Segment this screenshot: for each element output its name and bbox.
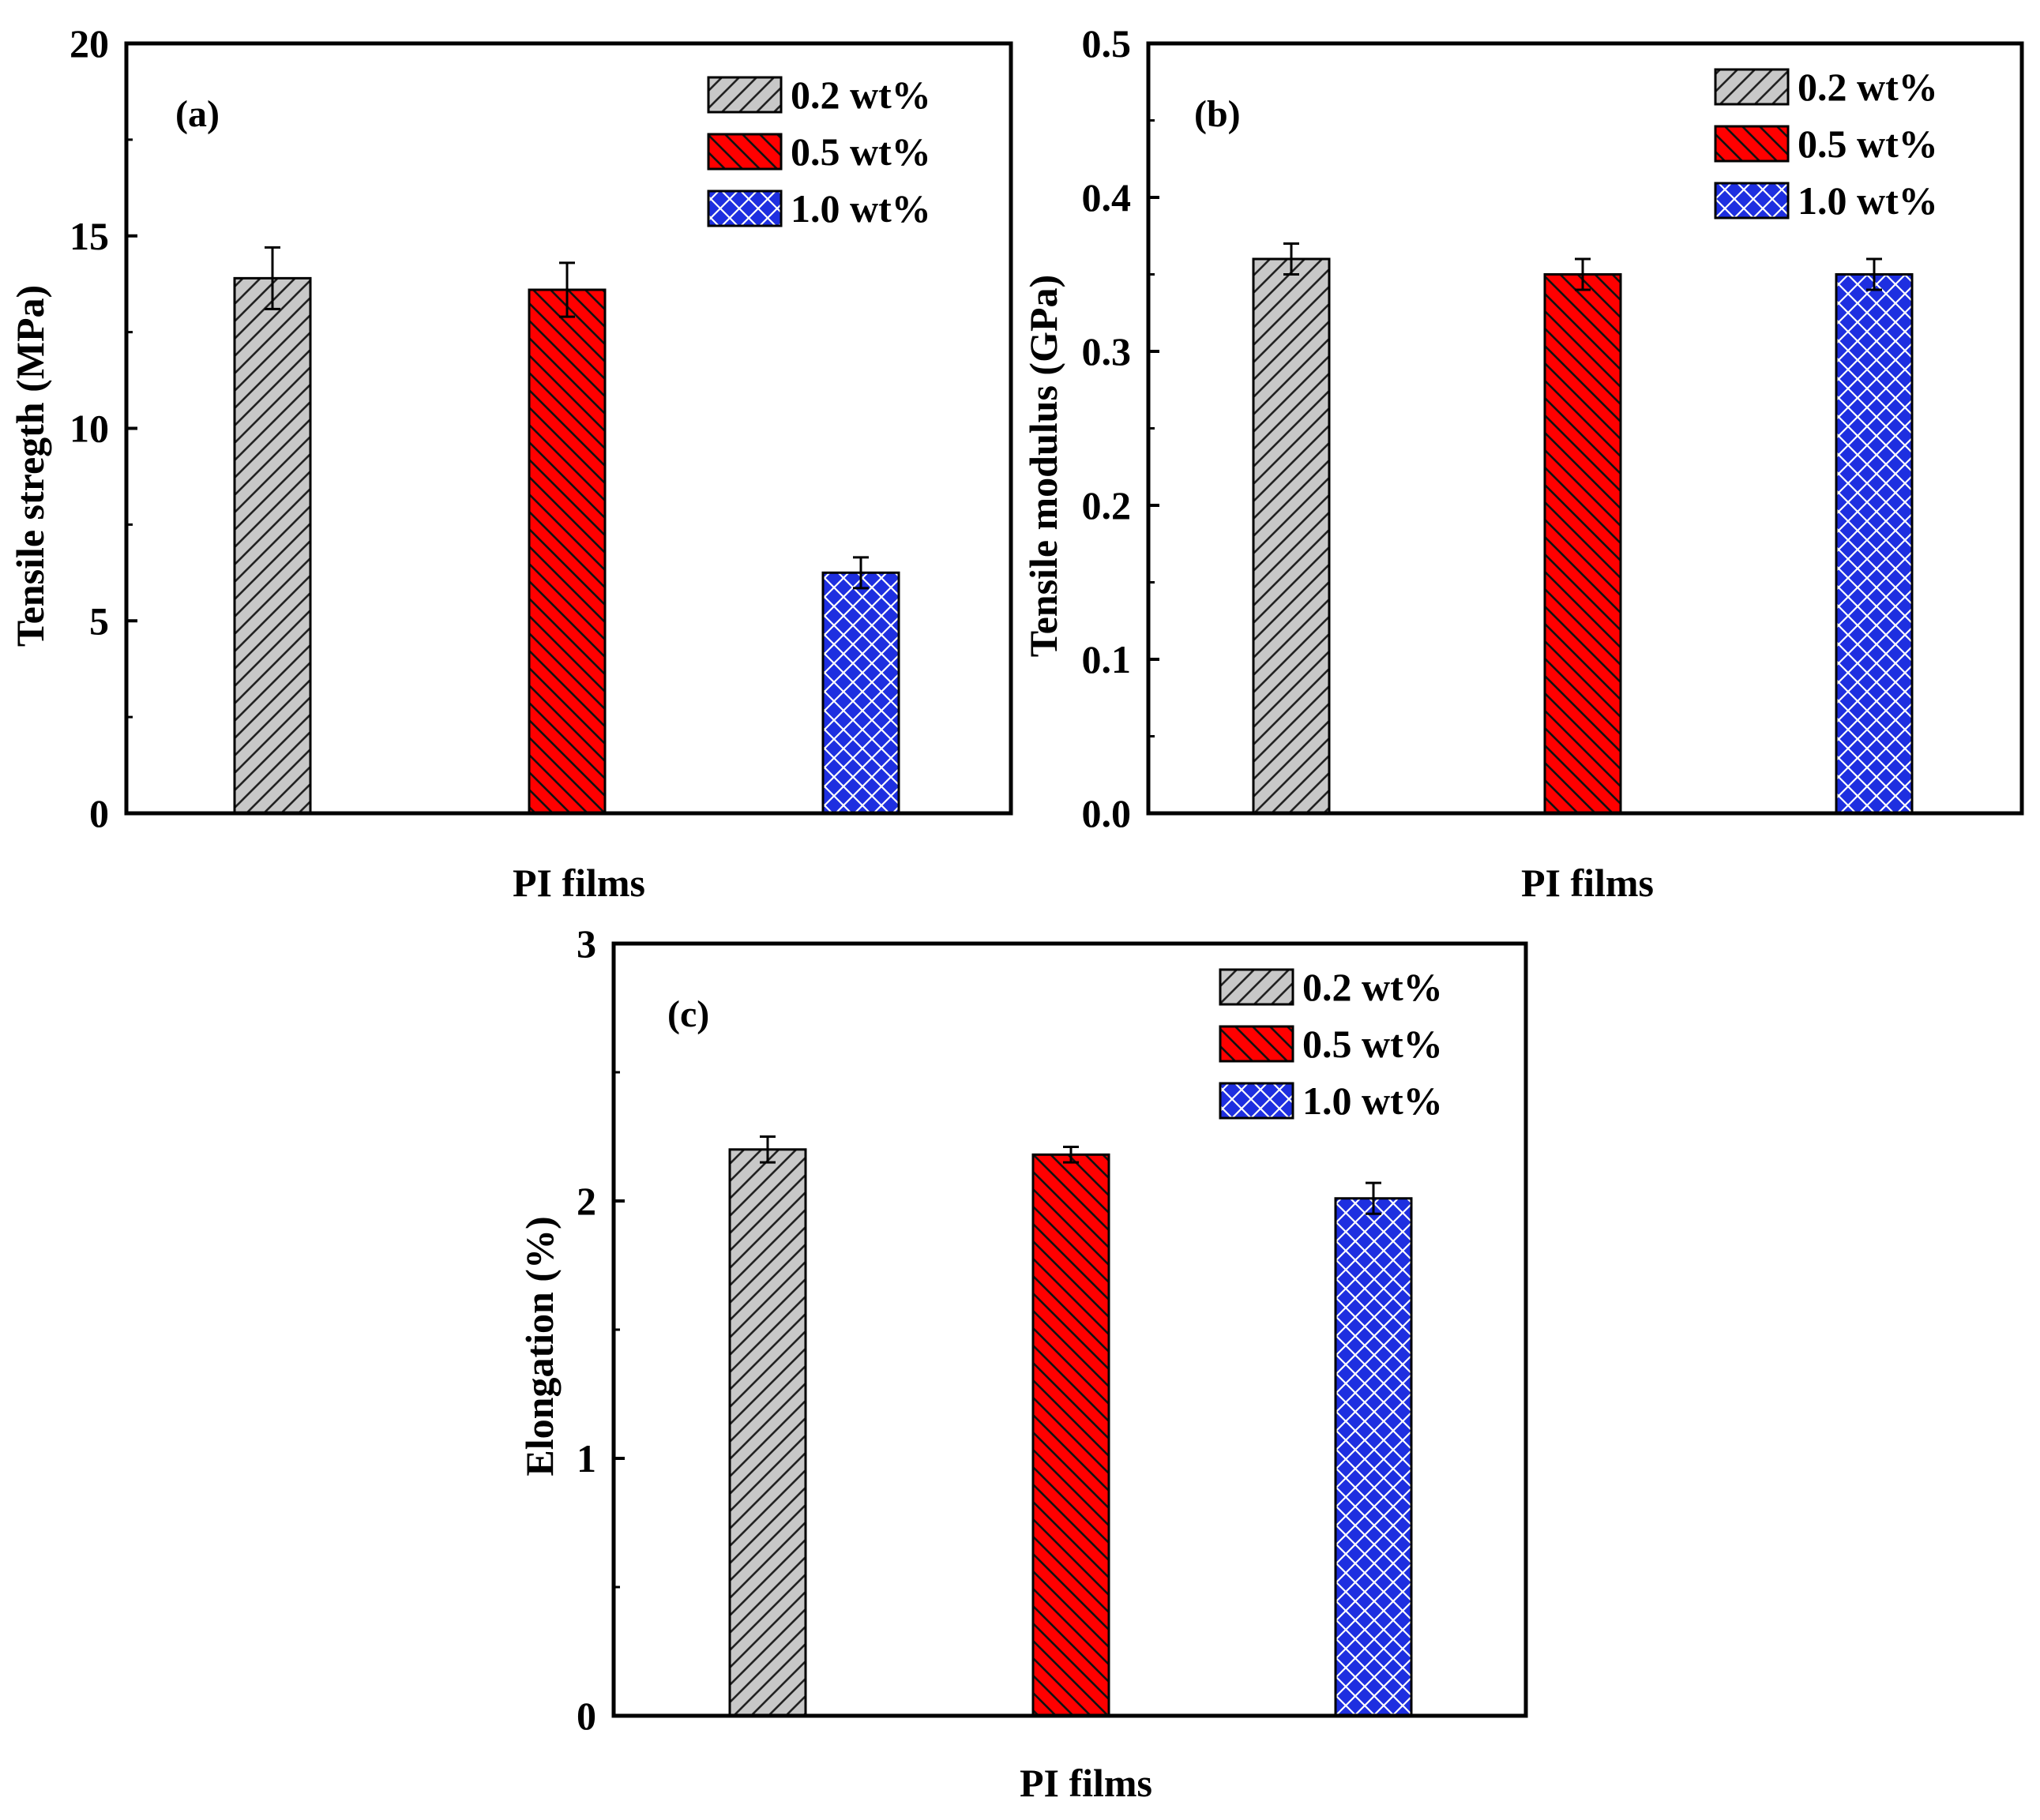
y-tick-label: 20 (70, 21, 109, 66)
y-tick-label: 0 (89, 791, 109, 835)
legend-swatch-0-2wt (1219, 968, 1294, 1006)
bar-0-5wt (528, 288, 607, 815)
panel-label: (c) (667, 993, 709, 1035)
x-axis-label: PI films (1020, 1761, 1152, 1805)
error-bar-1-0wt (1866, 257, 1882, 291)
legend: 0.2 wt% 0.5 wt% 1.0 wt% (1714, 65, 1938, 223)
y-tick-label: 0.5 (1082, 21, 1132, 66)
legend-label-1-0wt: 1.0 wt% (1798, 178, 1938, 223)
y-tick-label: 0.2 (1082, 483, 1132, 527)
legend-label-0-5wt: 0.5 wt% (1302, 1022, 1443, 1066)
y-axis-label: Tensile modulus (GPa) (1021, 275, 1065, 657)
bar-0-2wt (728, 1148, 807, 1717)
legend-label-0-2wt: 0.2 wt% (1798, 65, 1938, 109)
y-tick-label: 0.1 (1082, 637, 1132, 681)
y-tick-label: 0.3 (1082, 329, 1132, 373)
error-bar-0-5wt (1575, 257, 1591, 291)
bar-0-2wt (1252, 257, 1331, 815)
legend-label-1-0wt: 1.0 wt% (791, 186, 931, 231)
chart-panel-a: 0 5 10 15 20 (a) PI films Tensile stregth (MPa)… (8, 21, 1013, 905)
chart-panel-b: 0.0 0.1 0.2 0.3 0.4 0.5 (b) PI films Tensile mod… (1021, 21, 2024, 905)
y-tick-label: 0.0 (1082, 791, 1132, 835)
legend-swatch-0-2wt (707, 76, 783, 114)
legend-swatch-0-5wt (1219, 1025, 1294, 1063)
panel-label: (b) (1194, 93, 1241, 135)
legend-label-0-5wt: 0.5 wt% (791, 129, 931, 174)
error-bar-0-5wt (559, 261, 575, 318)
legend-swatch-1-0wt (1714, 182, 1790, 220)
legend-label-0-5wt: 0.5 wt% (1798, 122, 1938, 166)
y-tick-label: 0.4 (1082, 175, 1132, 220)
panel-label: (a) (175, 93, 220, 135)
x-axis-label: PI films (513, 861, 645, 905)
y-axis-label: Elongation (%) (517, 1216, 562, 1476)
bar-0-5wt (1543, 273, 1622, 815)
legend-swatch-0-5wt (707, 133, 783, 171)
error-bar-0-2wt (265, 246, 280, 310)
legend-swatch-0-5wt (1714, 125, 1790, 163)
legend-swatch-1-0wt (1219, 1082, 1294, 1120)
error-bar-1-0wt (1366, 1181, 1381, 1215)
x-axis-label: PI films (1521, 861, 1654, 905)
bar-1-0wt (1835, 273, 1914, 815)
error-bar-0-2wt (1283, 242, 1299, 276)
legend: 0.2 wt% 0.5 wt% 1.0 wt% (707, 73, 931, 231)
legend-swatch-1-0wt (707, 190, 783, 227)
y-tick-label: 0 (577, 1694, 596, 1738)
y-axis-label: Tensile stregth (MPa) (8, 285, 52, 647)
y-tick-label: 1 (577, 1436, 596, 1480)
legend: 0.2 wt% 0.5 wt% 1.0 wt% (1219, 965, 1443, 1123)
error-bar-0-2wt (760, 1135, 776, 1164)
bar-1-0wt (1334, 1197, 1413, 1717)
y-tick-label: 5 (89, 599, 109, 643)
y-tick-label: 10 (70, 407, 109, 451)
chart-panel-c: 0 1 2 3 (c) PI films Elongation (%) 0.2 wt% 0.5 … (517, 921, 1528, 1805)
y-tick-label: 15 (70, 214, 109, 258)
legend-label-0-2wt: 0.2 wt% (791, 73, 931, 117)
y-tick-label: 3 (577, 921, 596, 966)
legend-label-0-2wt: 0.2 wt% (1302, 965, 1443, 1009)
error-bar-0-5wt (1063, 1146, 1079, 1164)
error-bar-1-0wt (853, 556, 869, 590)
y-tick-label: 2 (577, 1179, 596, 1223)
legend-swatch-0-2wt (1714, 68, 1790, 106)
bar-0-5wt (1031, 1153, 1110, 1717)
legend-label-1-0wt: 1.0 wt% (1302, 1079, 1443, 1123)
bar-1-0wt (821, 571, 900, 815)
bar-0-2wt (233, 276, 312, 815)
